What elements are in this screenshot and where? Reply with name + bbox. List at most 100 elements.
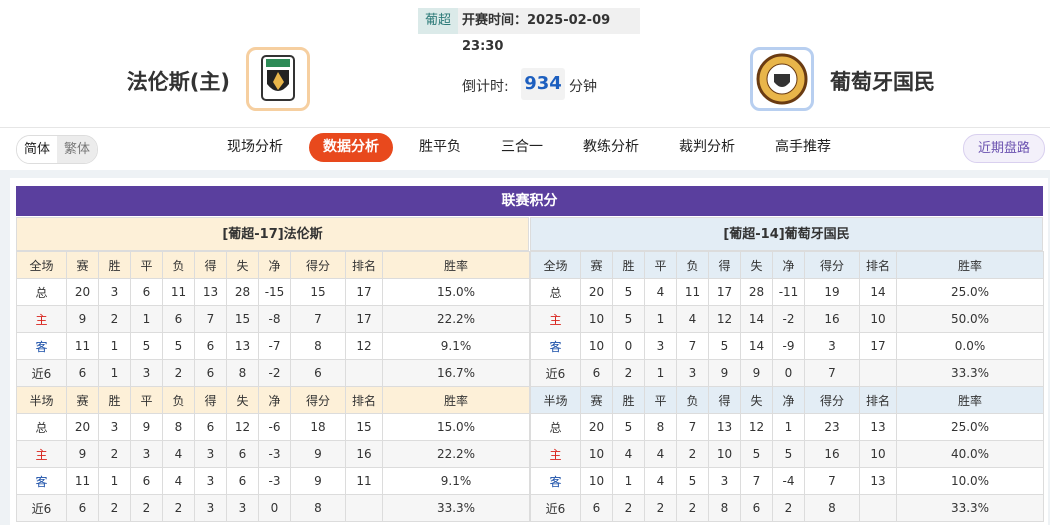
header-cell: 赛 — [580, 251, 613, 279]
data-row: 客 10 1 4 5 3 7 -4 7 13 10.0% — [530, 467, 1044, 495]
data-cell: 5 — [612, 413, 645, 441]
data-cell: 14 — [859, 278, 897, 306]
data-cell: 7 — [290, 305, 346, 333]
data-cell: 6 — [162, 305, 195, 333]
data-cell: 16 — [804, 305, 860, 333]
countdown-label: 倒计时: — [462, 79, 509, 95]
data-cell: 10 — [580, 467, 613, 495]
data-cell: 8 — [226, 359, 259, 387]
header-cell: 半场 — [530, 386, 581, 414]
nav-tab[interactable]: 高手推荐 — [775, 139, 831, 155]
recent-button[interactable]: 近期盘路 — [963, 134, 1045, 163]
nav-tab[interactable]: 裁判分析 — [679, 139, 735, 155]
nav-tab[interactable]: 数据分析 — [309, 133, 393, 162]
data-cell: 近6 — [530, 494, 581, 522]
header-cell: 全场 — [16, 251, 67, 279]
data-cell: -4 — [772, 467, 805, 495]
data-cell: 9 — [66, 305, 99, 333]
data-cell: 6 — [66, 359, 99, 387]
data-cell: 主 — [16, 440, 67, 468]
data-cell: 17 — [345, 305, 383, 333]
data-cell: 6 — [580, 494, 613, 522]
data-row: 主 10 5 1 4 12 14 -2 16 10 50.0% — [530, 305, 1044, 333]
header-cell: 赛 — [66, 386, 99, 414]
stats-table: 全场赛胜平负得失净得分 排名 胜率总 20 5 4 11 17 28 -11 19 14 25.0% 主 1… — [530, 251, 1044, 522]
data-cell: 主 — [530, 440, 581, 468]
data-cell: 17 — [708, 278, 741, 306]
data-cell: 2 — [772, 494, 805, 522]
data-cell: 20 — [580, 413, 613, 441]
data-cell: 5 — [708, 332, 741, 360]
countdown: 934 — [521, 68, 565, 100]
data-cell: 8 — [290, 494, 346, 522]
header-cell: 胜率 — [896, 251, 1044, 279]
data-cell: 3 — [194, 467, 227, 495]
data-cell: 3 — [226, 494, 259, 522]
data-cell: 客 — [530, 467, 581, 495]
data-cell: 6 — [290, 359, 346, 387]
data-cell: 18 — [290, 413, 346, 441]
data-cell: 15 — [345, 413, 383, 441]
data-cell: 11 — [66, 467, 99, 495]
data-cell: 1 — [644, 305, 677, 333]
data-cell: 3 — [804, 332, 860, 360]
data-cell: -6 — [258, 413, 291, 441]
data-cell: 3 — [98, 413, 131, 441]
data-cell: 4 — [676, 305, 709, 333]
header-cell: 负 — [676, 251, 709, 279]
nav-tab[interactable]: 胜平负 — [419, 139, 461, 155]
data-cell: 0 — [612, 332, 645, 360]
data-cell: 9 — [708, 359, 741, 387]
header-cell: 得 — [194, 251, 227, 279]
league-tag: 葡超 — [418, 8, 458, 34]
data-cell: 8 — [708, 494, 741, 522]
data-cell: 近6 — [530, 359, 581, 387]
data-cell: 2 — [612, 494, 645, 522]
data-cell: 13 — [708, 413, 741, 441]
team-table-title: [葡超-14]葡萄牙国民 — [530, 217, 1043, 251]
data-cell: 8 — [162, 413, 195, 441]
countdown-unit: 分钟 — [569, 79, 597, 95]
data-cell: 28 — [740, 278, 773, 306]
data-cell: 13 — [859, 467, 897, 495]
nav-tab[interactable]: 现场分析 — [227, 139, 283, 155]
header-cell: 得分 — [804, 386, 860, 414]
data-cell: 近6 — [16, 359, 67, 387]
data-cell: 6 — [580, 359, 613, 387]
data-cell: 10 — [859, 440, 897, 468]
data-cell: 13 — [859, 413, 897, 441]
header-cell: 排名 — [859, 386, 897, 414]
language-option[interactable]: 简体 — [17, 136, 57, 163]
header-cell: 净 — [258, 251, 291, 279]
data-cell: 0 — [772, 359, 805, 387]
header-cell: 平 — [130, 386, 163, 414]
data-cell: 12 — [226, 413, 259, 441]
data-cell — [345, 359, 383, 387]
data-cell: 14 — [740, 305, 773, 333]
nav-tab[interactable]: 三合一 — [501, 139, 543, 155]
data-cell: -11 — [772, 278, 805, 306]
separator — [0, 127, 1050, 128]
data-cell: 1 — [98, 359, 131, 387]
data-cell: 20 — [66, 278, 99, 306]
data-cell: 6 — [66, 494, 99, 522]
data-cell: 6 — [194, 332, 227, 360]
language-option[interactable]: 繁体 — [57, 136, 97, 163]
header-cell: 得 — [708, 251, 741, 279]
home-team: 法伦斯(主) — [126, 70, 230, 94]
section-title: 联赛积分 — [16, 186, 1043, 216]
data-cell — [859, 359, 897, 387]
data-cell: 3 — [98, 278, 131, 306]
data-cell: -8 — [258, 305, 291, 333]
nav-tab[interactable]: 教练分析 — [583, 139, 639, 155]
data-cell: 5 — [130, 332, 163, 360]
language-switch: 简体 繁体 — [16, 135, 98, 164]
data-cell: 10 — [580, 305, 613, 333]
header-cell: 得分 — [290, 386, 346, 414]
data-cell: 5 — [612, 305, 645, 333]
away-team: 葡萄牙国民 — [830, 70, 935, 94]
data-cell: 主 — [530, 305, 581, 333]
header-cell: 负 — [162, 251, 195, 279]
data-cell: 5 — [162, 332, 195, 360]
data-cell: 7 — [194, 305, 227, 333]
